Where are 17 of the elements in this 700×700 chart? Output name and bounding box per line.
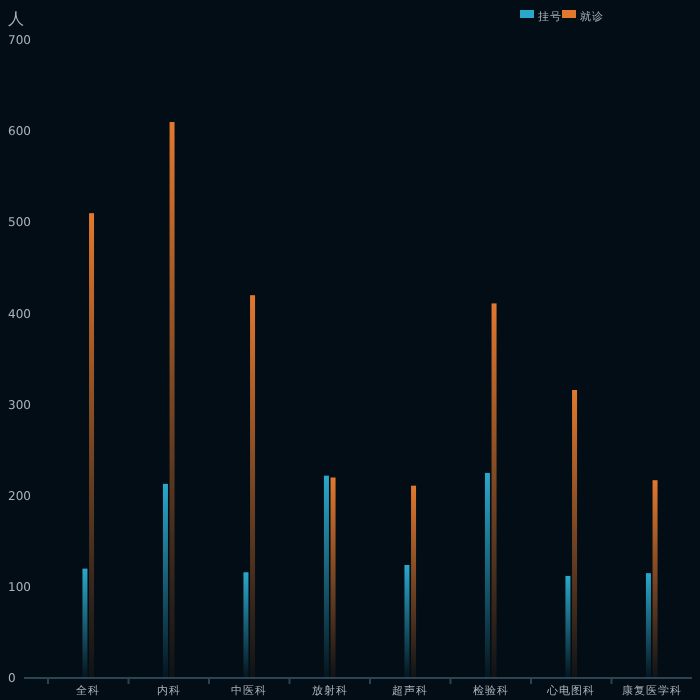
bar	[491, 303, 497, 678]
bar	[565, 575, 571, 678]
bar	[89, 213, 95, 678]
bar	[162, 483, 168, 678]
bar	[323, 475, 329, 678]
bar	[250, 295, 256, 678]
bar	[243, 572, 249, 678]
bar	[411, 485, 417, 678]
bar	[484, 472, 490, 678]
bar	[572, 389, 578, 678]
bar	[169, 122, 175, 678]
bar	[652, 480, 658, 678]
bar	[645, 573, 651, 678]
y-axis-title: 人	[8, 10, 24, 28]
bar	[404, 564, 410, 678]
bar	[330, 477, 336, 678]
bar	[82, 568, 88, 678]
